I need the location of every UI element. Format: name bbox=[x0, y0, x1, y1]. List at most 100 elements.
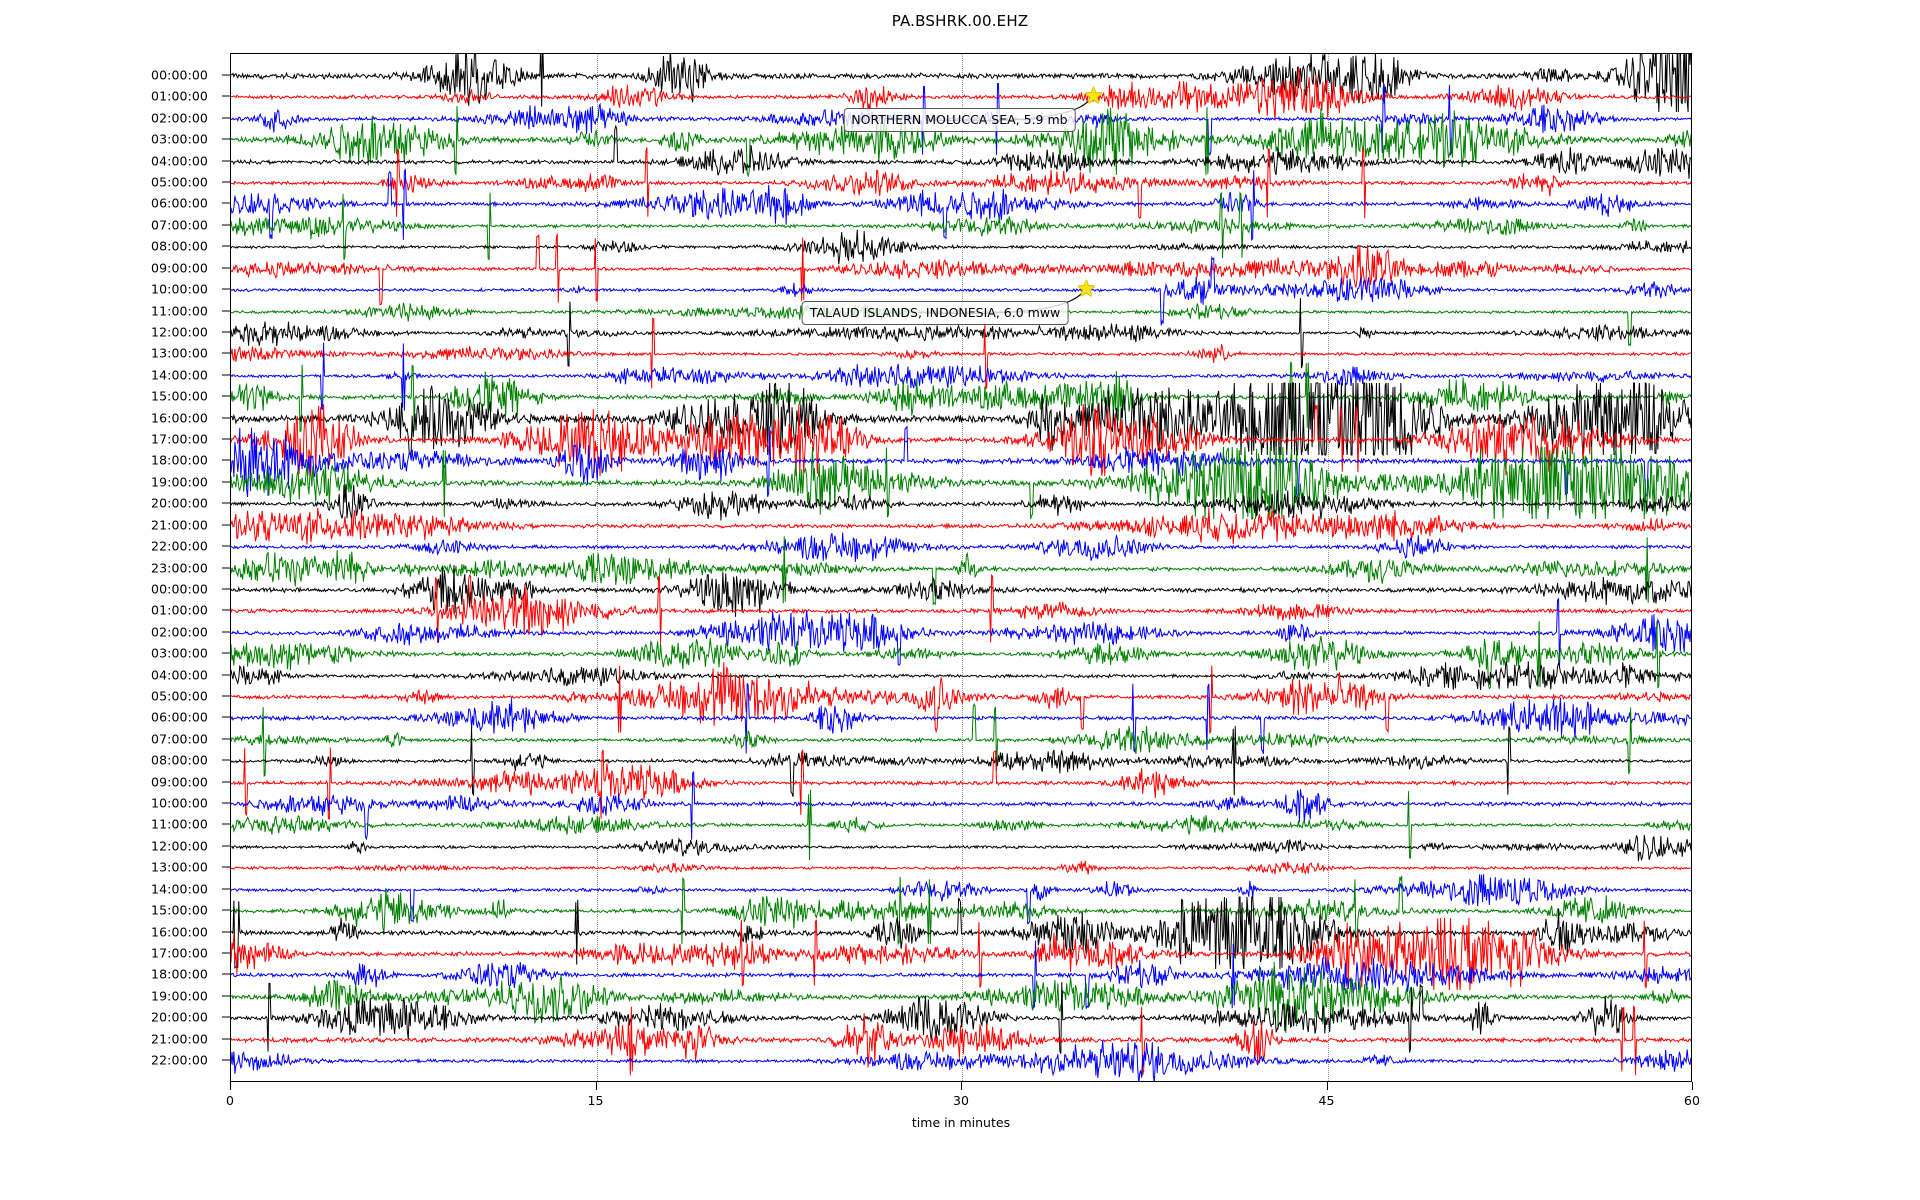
y-tick-label: 13:00:00 bbox=[151, 345, 208, 361]
y-tick-mark bbox=[222, 609, 230, 611]
page-title: PA.BSHRK.00.EHZ bbox=[891, 12, 1029, 30]
y-tick-label: 06:00:00 bbox=[151, 195, 208, 211]
y-tick-mark bbox=[222, 823, 230, 825]
y-tick-label: 16:00:00 bbox=[151, 410, 208, 426]
y-tick-mark bbox=[222, 374, 230, 376]
y-axis: 00:00:00 01:00:00 02:00:00 03:00:00 04:00:00… bbox=[0, 53, 230, 1082]
y-tick-label: 03:00:00 bbox=[151, 131, 208, 147]
y-tick-label: 18:00:00 bbox=[151, 452, 208, 468]
seismic-trace-row bbox=[231, 617, 1691, 691]
y-tick-mark bbox=[222, 352, 230, 354]
y-tick-label: 08:00:00 bbox=[151, 238, 208, 254]
seismic-trace-row bbox=[231, 660, 1691, 734]
seismic-trace-row bbox=[231, 810, 1691, 884]
y-tick-label: 07:00:00 bbox=[151, 217, 208, 233]
seismic-trace-row bbox=[231, 874, 1691, 948]
event-label-2[interactable]: TALAUD ISLANDS, INDONESIA, 6.0 mww bbox=[801, 300, 1069, 325]
grid-line-vertical bbox=[1327, 54, 1329, 1081]
y-tick-label: 22:00:00 bbox=[151, 1052, 208, 1068]
grid-line-vertical bbox=[596, 54, 598, 1081]
y-tick-mark bbox=[222, 995, 230, 997]
seismic-trace-row bbox=[231, 574, 1691, 648]
y-tick-label: 05:00:00 bbox=[151, 688, 208, 704]
y-tick-label: 09:00:00 bbox=[151, 774, 208, 790]
y-tick-label: 20:00:00 bbox=[151, 495, 208, 511]
seismic-trace-row bbox=[231, 724, 1691, 798]
y-tick-label: 12:00:00 bbox=[151, 324, 208, 340]
y-tick-mark bbox=[222, 395, 230, 397]
seismic-trace-row bbox=[231, 981, 1691, 1055]
seismic-trace-row bbox=[231, 917, 1691, 991]
y-tick-mark bbox=[222, 802, 230, 804]
y-tick-mark bbox=[222, 952, 230, 954]
y-tick-label: 01:00:00 bbox=[151, 88, 208, 104]
y-tick-mark bbox=[222, 909, 230, 911]
seismic-trace-row bbox=[231, 489, 1691, 563]
event-label-1[interactable]: NORTHERN MOLUCCA SEA, 5.9 mb bbox=[843, 107, 1076, 132]
x-tick-mark bbox=[961, 1082, 962, 1090]
seismic-trace-row bbox=[231, 54, 1691, 113]
seismic-trace-row bbox=[231, 124, 1691, 199]
y-tick-mark bbox=[222, 160, 230, 162]
y-tick-label: 05:00:00 bbox=[151, 174, 208, 190]
y-tick-mark bbox=[222, 267, 230, 269]
seismic-trace-row bbox=[231, 553, 1691, 627]
x-tick-mark bbox=[595, 1082, 597, 1090]
seismic-trace-row bbox=[231, 424, 1691, 499]
y-tick-mark bbox=[222, 202, 230, 204]
seismic-trace-row bbox=[231, 189, 1691, 263]
y-tick-mark bbox=[222, 652, 230, 654]
y-tick-label: 02:00:00 bbox=[151, 110, 208, 126]
seismic-trace-row bbox=[231, 1003, 1691, 1077]
y-tick-mark bbox=[222, 588, 230, 590]
seismic-trace-row bbox=[231, 767, 1691, 841]
y-tick-label: 19:00:00 bbox=[151, 474, 208, 490]
y-tick-label: 00:00:00 bbox=[151, 67, 208, 83]
y-tick-mark bbox=[222, 245, 230, 247]
y-tick-mark bbox=[222, 631, 230, 633]
x-tick-label: 45 bbox=[1318, 1093, 1335, 1108]
y-tick-mark bbox=[222, 417, 230, 419]
seismic-trace-row bbox=[231, 446, 1691, 520]
y-tick-mark bbox=[222, 331, 230, 333]
seismic-trace-row bbox=[231, 532, 1691, 606]
x-tick-label: 30 bbox=[953, 1093, 969, 1108]
y-tick-mark bbox=[222, 545, 230, 547]
seismic-trace-row bbox=[231, 853, 1691, 927]
x-axis-label: time in minutes bbox=[911, 1115, 1011, 1130]
y-tick-label: 10:00:00 bbox=[151, 795, 208, 811]
seismic-trace-row bbox=[231, 317, 1691, 391]
y-tick-label: 23:00:00 bbox=[151, 560, 208, 575]
seismic-trace-row bbox=[231, 510, 1691, 584]
event-star-icon: ★ bbox=[1083, 84, 1104, 110]
x-tick-label: 15 bbox=[587, 1093, 604, 1108]
y-tick-label: 21:00:00 bbox=[151, 517, 208, 533]
y-tick-label: 04:00:00 bbox=[151, 153, 208, 169]
y-tick-label: 09:00:00 bbox=[151, 260, 208, 276]
y-tick-label: 03:00:00 bbox=[151, 645, 208, 661]
seismic-trace-row bbox=[231, 596, 1691, 670]
y-tick-mark bbox=[222, 95, 230, 97]
y-tick-mark bbox=[222, 438, 230, 440]
y-tick-label: 10:00:00 bbox=[151, 281, 208, 297]
y-tick-label: 04:00:00 bbox=[151, 667, 208, 683]
y-tick-mark bbox=[222, 459, 230, 461]
y-tick-label: 22:00:00 bbox=[151, 538, 208, 554]
y-tick-label: 02:00:00 bbox=[151, 624, 208, 640]
seismic-trace-row bbox=[231, 146, 1691, 220]
seismic-trace-row bbox=[231, 788, 1691, 862]
seismic-trace-row bbox=[231, 232, 1691, 306]
y-tick-mark bbox=[222, 888, 230, 890]
plot-area: ★ NORTHERN MOLUCCA SEA, 5.9 mb ★ TALAUD ISL… bbox=[230, 53, 1692, 1082]
y-tick-label: 19:00:00 bbox=[151, 988, 208, 1004]
y-tick-mark bbox=[222, 738, 230, 740]
y-tick-mark bbox=[222, 1038, 230, 1040]
seismic-trace-row bbox=[231, 831, 1691, 905]
seismic-trace-row bbox=[231, 702, 1691, 777]
y-tick-label: 11:00:00 bbox=[151, 303, 208, 319]
y-tick-label: 17:00:00 bbox=[151, 431, 208, 447]
seismic-trace-row bbox=[231, 339, 1691, 413]
y-tick-label: 16:00:00 bbox=[151, 924, 208, 940]
y-tick-mark bbox=[222, 524, 230, 526]
